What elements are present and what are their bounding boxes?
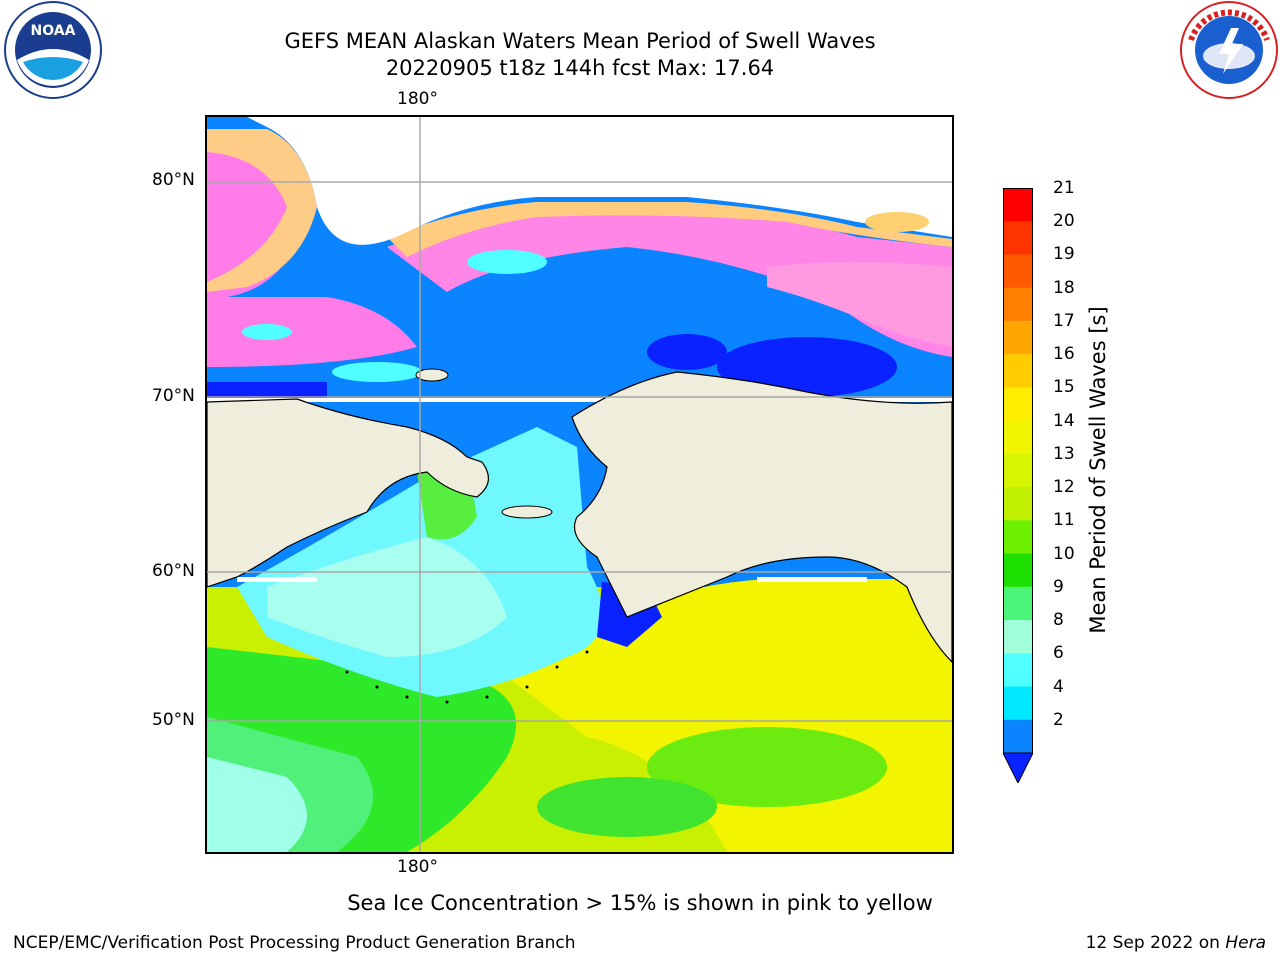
colorbar-tick-label: 8 [1053,610,1064,631]
lat-label-70: 70°N [152,386,195,406]
colorbar-segment [1003,254,1033,289]
colorbar-tick-label: 21 [1053,178,1075,198]
white-strip-70n [207,398,952,402]
colorbar-tick-label: 2 [1053,709,1064,730]
colorbar-segment [1003,354,1033,388]
host-name: Hera [1225,933,1266,953]
chart-title: GEFS MEAN Alaskan Waters Mean Period of … [284,29,876,53]
white-strip-60n-east [757,577,867,582]
colorbar-segment [1003,586,1033,621]
colorbar-segment [1003,387,1033,422]
colorbar-tick-label: 18 [1053,277,1075,298]
land-st-lawrence [501,505,553,519]
land-siberia [207,398,489,588]
date-text: 12 Sep 2022 on [1085,933,1220,953]
arctic-cyan-3 [242,324,292,340]
colorbar-segment [1003,221,1033,255]
sea-ice-note: Sea Ice Concentration > 15% is shown in … [347,891,933,915]
swell-cyan-sw [207,757,307,852]
colorbar-tick-label: 6 [1053,643,1064,664]
colorbar-segment [1003,653,1033,688]
colorbar-tick-label: 15 [1053,377,1075,398]
colorbar-segment [1003,686,1033,721]
sea-ice-white [247,117,952,245]
colorbar-tick-label: 4 [1053,676,1064,697]
aleutian-islands [345,650,589,704]
sea-ice-orange [387,202,952,257]
sea-ice-orange-west [207,129,317,292]
date-stamp: 12 Sep 2022 on Hera [1086,933,1266,953]
colorbar [1002,188,1034,785]
gridlines [207,117,952,852]
sea-ice-pink-north [387,207,952,357]
colorbar-segment [1003,487,1033,521]
colorbar-segment [1003,287,1033,322]
bering-lightcyan [267,537,507,657]
swell-green-patch [647,727,887,807]
lat-label-50: 50°N [152,710,195,730]
credit-text: NCEP/EMC/Verification Post Processing Pr… [13,933,576,953]
white-strip-60n [237,577,317,582]
colorbar-tick-label: 9 [1053,576,1064,597]
chart-subtitle: 20220905 t18z 144h fcst Max: 17.64 [385,56,775,80]
swell-green-patch-2 [537,777,717,837]
noaa-logo: NOAA [3,0,103,104]
noaa-logo-text: NOAA [31,23,76,39]
land-wrangel [415,368,449,382]
colorbar-segment [1003,520,1033,555]
land-alaska [571,371,952,663]
lat-label-60: 60°N [152,561,195,581]
colorbar-tick-label: 10 [1053,543,1075,564]
colorbar-segment [1003,188,1033,222]
arctic-darkblue-east [717,337,897,397]
arctic-darkblue-mid [647,334,727,370]
colorbar-segment [1003,553,1033,588]
nws-logo [1179,0,1279,104]
colorbar-tick-label: 12 [1053,477,1075,498]
colorbar-tick-label: 17 [1053,310,1075,331]
map-panel [205,115,954,854]
colorbar-tick-label: 16 [1053,344,1075,365]
colorbar-tick-label: 14 [1053,410,1075,431]
arctic-cyan-1 [467,250,547,274]
sea-ice-pink [207,137,417,367]
colorbar-tick-label: 11 [1053,510,1075,531]
colorbar-segment [1003,453,1033,488]
lon-label-top: 180° [397,89,438,109]
colorbar-frame [1003,188,1033,754]
colorbar-segment [1003,420,1033,455]
sea-ice-pink-east [767,262,952,347]
colorbar-tick-label: 20 [1053,211,1075,232]
colorbar-segment [1003,719,1033,754]
sea-ice-yellow-patch [865,212,929,232]
lat-label-80: 80°N [152,170,195,190]
colorbar-label: Mean Period of Swell Waves [s] [1086,306,1110,634]
arctic-cyan-2 [332,362,422,382]
colorbar-segment [1003,320,1033,355]
colorbar-tick-label: 19 [1053,244,1075,265]
colorbar-tick-label: 13 [1053,443,1075,464]
lon-label-bottom: 180° [397,857,438,877]
colorbar-segment [1003,620,1033,654]
colorbar-extend-arrow [1002,752,1034,785]
